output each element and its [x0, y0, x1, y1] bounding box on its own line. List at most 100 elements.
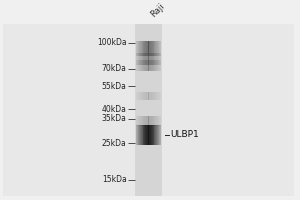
Bar	[138, 92, 139, 100]
Bar	[155, 53, 156, 65]
Bar	[151, 60, 152, 71]
Bar	[157, 41, 158, 56]
Bar	[157, 116, 158, 126]
Bar	[158, 125, 159, 145]
Text: 25kDa: 25kDa	[102, 139, 127, 148]
Bar	[136, 60, 137, 71]
Bar	[137, 116, 138, 126]
Bar	[142, 92, 143, 100]
Bar	[137, 125, 138, 145]
Bar	[152, 53, 153, 65]
Bar	[145, 41, 146, 56]
Bar	[145, 92, 146, 100]
Bar	[143, 125, 144, 145]
Bar	[145, 125, 146, 145]
Bar	[136, 125, 137, 145]
Bar	[150, 116, 151, 126]
Bar	[160, 41, 161, 56]
Bar	[137, 41, 138, 56]
Bar	[137, 60, 138, 71]
Bar	[140, 125, 141, 145]
Bar	[156, 53, 157, 65]
Bar	[150, 53, 151, 65]
Bar	[137, 92, 138, 100]
Text: 40kDa: 40kDa	[102, 105, 127, 114]
Bar	[148, 41, 149, 56]
Bar	[136, 53, 137, 65]
Bar	[147, 60, 148, 71]
Text: ULBP1: ULBP1	[170, 130, 199, 139]
Bar	[159, 116, 160, 126]
Bar	[154, 41, 155, 56]
Bar	[160, 116, 161, 126]
Bar	[155, 125, 156, 145]
Bar	[141, 41, 142, 56]
Bar	[159, 41, 160, 56]
Bar	[140, 92, 141, 100]
Bar	[154, 125, 155, 145]
Bar	[136, 116, 137, 126]
Bar	[138, 116, 139, 126]
Bar	[154, 60, 155, 71]
Bar	[153, 125, 154, 145]
Bar	[135, 24, 162, 196]
Bar	[148, 53, 149, 65]
Bar	[148, 125, 149, 145]
Bar	[156, 60, 157, 71]
Bar	[141, 125, 142, 145]
Bar	[158, 60, 159, 71]
Bar	[156, 92, 157, 100]
Bar	[150, 60, 151, 71]
Bar	[147, 41, 148, 56]
Bar	[153, 92, 154, 100]
Text: 100kDa: 100kDa	[97, 38, 127, 47]
Bar	[159, 92, 160, 100]
Bar	[140, 116, 141, 126]
Bar	[143, 60, 144, 71]
Bar	[150, 92, 151, 100]
Bar	[141, 60, 142, 71]
Bar	[146, 116, 147, 126]
Bar	[147, 92, 148, 100]
Bar	[137, 116, 138, 126]
Bar	[159, 60, 160, 71]
Bar	[141, 116, 142, 126]
Bar	[145, 116, 146, 126]
Text: 55kDa: 55kDa	[102, 82, 127, 91]
Bar	[149, 41, 150, 56]
Bar	[159, 53, 160, 65]
Bar	[144, 92, 145, 100]
Bar	[159, 53, 160, 65]
Bar	[144, 116, 145, 126]
Bar	[151, 116, 152, 126]
Bar	[144, 125, 145, 145]
Text: 15kDa: 15kDa	[102, 175, 127, 184]
Bar	[139, 92, 140, 100]
Bar	[145, 60, 146, 71]
Bar	[140, 60, 141, 71]
Bar	[160, 92, 161, 100]
Bar	[153, 116, 154, 126]
Bar	[159, 125, 160, 145]
Bar	[142, 41, 143, 56]
Bar	[152, 116, 153, 126]
Bar	[152, 92, 153, 100]
Bar	[140, 53, 141, 65]
Bar	[159, 116, 160, 126]
Bar	[158, 92, 159, 100]
Bar	[157, 125, 158, 145]
Bar	[139, 60, 140, 71]
Text: Raji: Raji	[148, 1, 166, 19]
Bar	[151, 125, 152, 145]
Bar	[137, 41, 138, 56]
Bar	[136, 92, 137, 100]
Bar	[151, 53, 152, 65]
Bar	[143, 92, 144, 100]
Bar	[156, 41, 157, 56]
Bar	[144, 60, 145, 71]
Bar	[160, 125, 161, 145]
Bar	[155, 92, 156, 100]
Text: 70kDa: 70kDa	[102, 64, 127, 73]
Bar	[153, 53, 154, 65]
Bar	[142, 60, 143, 71]
